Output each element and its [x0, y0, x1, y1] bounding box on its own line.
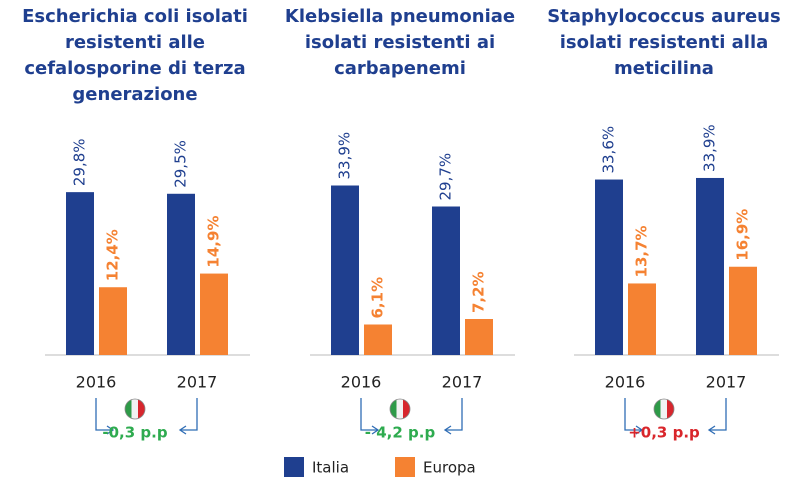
flag-ring [124, 398, 146, 420]
bracket-right [710, 398, 727, 431]
arrow-head [371, 425, 380, 435]
bar [696, 177, 724, 355]
arrow-head [178, 425, 187, 435]
bracket-left [360, 398, 377, 431]
arrow-head [707, 425, 716, 435]
bracket-right [181, 398, 198, 431]
delta-bracket [624, 398, 727, 435]
x-tick-label: 2016 [605, 373, 646, 392]
flag-green [125, 399, 132, 419]
bar [331, 185, 359, 355]
flag-red [667, 399, 674, 419]
bar [628, 283, 656, 355]
flag-ring [653, 398, 675, 420]
bar [167, 193, 195, 355]
flag-italy [654, 399, 674, 419]
flag-italy [390, 399, 410, 419]
flag-white [660, 399, 668, 419]
bar [200, 273, 228, 355]
panel-title: Escherichia coli isolati resistenti alle… [22, 6, 248, 105]
value-label: 14,9% [205, 216, 223, 268]
annotation: -0,3 p.p [102, 424, 167, 442]
arrow-head [635, 425, 644, 435]
value-label: 29,7% [437, 153, 455, 201]
arrow-head [443, 425, 452, 435]
bar [99, 287, 127, 355]
annotation: - 4,2 p.p [365, 424, 436, 442]
flag-red [403, 399, 410, 419]
value-label: 29,8% [71, 138, 89, 186]
x-tick-label: 2016 [341, 373, 382, 392]
value-label: 16,9% [734, 209, 752, 261]
value-label: 6,1% [369, 277, 387, 319]
bracket-left [624, 398, 641, 431]
flag-white [396, 399, 404, 419]
bar [465, 319, 493, 355]
value-label: 33,9% [336, 132, 354, 180]
bar [432, 206, 460, 355]
bracket-left [95, 398, 112, 431]
x-tick-label: 2017 [442, 373, 483, 392]
value-label: 33,6% [600, 126, 618, 174]
bar [66, 192, 94, 355]
annotation: +0,3 p.p [628, 424, 700, 442]
delta-bracket [95, 398, 198, 435]
legend-swatch [395, 457, 415, 477]
x-tick-label: 2017 [706, 373, 747, 392]
bar [729, 266, 757, 355]
flag-red [138, 399, 145, 419]
legend-label: Europa [423, 459, 476, 477]
value-label: 29,5% [172, 140, 190, 188]
value-label: 7,2% [470, 271, 488, 313]
legend-label: Italia [312, 459, 349, 477]
panel-title: Klebsiella pneumoniae isolati resistenti… [284, 6, 516, 79]
bracket-right [446, 398, 463, 431]
flag-green [654, 399, 661, 419]
panel-title: Staphylococcus aureus isolati resistenti… [547, 6, 781, 79]
flag-white [131, 399, 139, 419]
value-label: 13,7% [633, 225, 651, 277]
flag-ring [389, 398, 411, 420]
x-tick-label: 2016 [76, 373, 117, 392]
bar [364, 324, 392, 355]
bar [595, 179, 623, 355]
value-label: 12,4% [104, 229, 122, 281]
value-label: 33,9% [701, 124, 719, 172]
arrow-head [106, 425, 115, 435]
flag-italy [125, 399, 145, 419]
delta-bracket [360, 398, 463, 435]
flag-green [390, 399, 397, 419]
x-tick-label: 2017 [177, 373, 218, 392]
legend-swatch [284, 457, 304, 477]
